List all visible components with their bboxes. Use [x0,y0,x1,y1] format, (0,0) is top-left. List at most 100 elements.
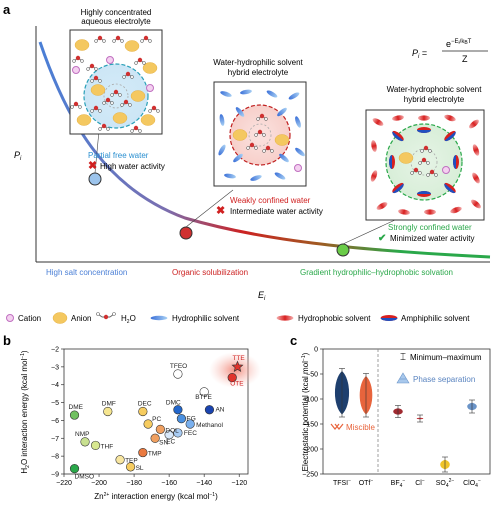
c-category-0: TFSI− [333,478,351,487]
box3-illustration [365,109,485,221]
point-DMSO [69,464,80,474]
state1-dot [88,172,102,186]
b-xtick-label: −140 [196,480,212,487]
state3-labels: Strongly confined water ✔ Minimized wate… [378,223,474,244]
c-ylabel: Electrostatic potential (kcal mol−1) [301,352,310,471]
b-xlabel: Zn2+ interaction energy (kcal mol−1) [94,492,218,501]
point-NMP [80,437,90,447]
svg-text:✖: ✖ [88,160,97,172]
legend-hydrophobic: Hydrophobic solvent [298,314,371,323]
point-DME [69,410,80,420]
point-DMF [103,406,113,417]
point-label-EG: EG [186,416,195,423]
cation-icon [6,314,14,322]
point-DMC [173,405,183,415]
c-category-2: BF4− [391,478,406,489]
plot-c-frame [322,348,491,475]
box2-title: Water-hydrophilic solvent [213,58,303,67]
point-BTFE [199,387,209,397]
point-SN [150,433,160,443]
point-DEC [138,406,148,417]
svg-text:Intermediate water activity: Intermediate water activity [230,207,323,216]
b-ytick-label: −6 [51,418,59,425]
b-xtick-label: −220 [56,480,72,487]
point-label-NMP: NMP [75,431,89,438]
c-violins [334,368,477,473]
b-ytick-label: −4 [51,382,59,389]
panel-a-label: a [3,2,11,17]
point-label-DMSO: DMSO [75,474,95,481]
c-category-1: OTf− [359,478,374,487]
c-ytick-label: −150 [302,422,318,429]
b-xtick-label: −160 [161,480,177,487]
point-label-THF: THF [101,443,114,450]
b-ticks: −220 −200 −180 −160 −140 −120 −9 −8 −7 −6 −5 −4 −3 −2 [51,347,247,488]
miscible-icon [330,423,344,430]
b-ytick-label: −7 [51,436,59,443]
box1-illustration [69,29,163,135]
b-ytick-label: −8 [51,454,59,461]
panel-a: a Pi = e−Ei/kBT Z Pi Ei Highly concentra… [3,2,491,302]
legend-h2o: H2O [121,314,136,325]
svg-text:✖: ✖ [216,205,225,217]
c-ytick-label: −200 [302,447,318,454]
legend-cation: Cation [18,314,41,323]
svg-text:Pi =: Pi = [412,48,427,60]
svg-text:✔: ✔ [378,233,386,244]
b-ytick-label: −9 [51,472,59,479]
panel-c-label: c [290,333,297,348]
box3-title: Water-hydrophobic solvent [387,85,483,94]
water-icon [96,312,116,320]
c-ticks: −250 −200 −150 −100 −50 0 [302,347,323,479]
point-label-AN: AN [215,407,224,414]
svg-text:High water activity: High water activity [100,162,165,171]
b-ylabel: H2O interaction energy (kcal mol−1) [20,350,31,474]
point-label-SN: SN [159,439,168,446]
point-label-TFEO: TFEO [170,363,187,370]
region2-label: Organic solubilization [172,268,248,277]
c-categories: TFSI− OTf− BF4− Cl− SO42− ClO4− [333,478,481,489]
svg-text:Strongly confined water: Strongly confined water [388,223,472,232]
region3-label: Gradient hydrophilic–hydrophobic solvati… [300,268,453,277]
point-label-Methanol: Methanol [196,422,223,429]
b-ytick-label: −3 [51,364,59,371]
y-axis-label: Pi [14,150,22,162]
point-label-DOL: DOL [165,427,179,434]
c-ytick-label: −250 [302,472,318,479]
point-THF [90,440,101,451]
c-ytick-label: −50 [306,372,318,379]
legend-amphiphilic: Amphiphilic solvent [401,314,470,323]
point-TMP [138,447,148,458]
state1-labels: Partial free water ✖ High water activity [88,151,165,172]
state3-dot [336,243,350,257]
point-TFEO [173,369,183,379]
phase-icon [396,372,410,384]
point-Methanol [185,419,195,429]
panel-b-label: b [3,333,11,348]
point-EC [164,430,174,440]
point-DOL [155,424,165,434]
point-label-BTFE: BTFE [195,394,212,401]
c-category-3: Cl− [415,478,425,487]
point-OTE [227,372,237,383]
point-EG [176,414,187,424]
plot-b-frame [63,348,249,475]
legend-row: Cation Anion H2O Hydrophilic solvent Hyd… [6,312,470,325]
point-label-FEC: FEC [184,430,197,437]
point-label-EC: EC [166,439,175,446]
c-ytick-label: −100 [302,397,318,404]
state2-labels: Weakly confined water ✖ Intermediate wat… [216,196,323,217]
legend-hydrophilic: Hydrophilic solvent [172,314,240,323]
anion-icon [52,312,68,324]
point-label-DEC: DEC [138,401,152,408]
point-FEC [173,428,183,438]
svg-text:Partial free water: Partial free water [88,151,149,160]
svg-text:Z: Z [462,54,468,64]
c-category-5: ClO4− [463,478,481,489]
point-label-DMC: DMC [166,400,181,407]
b-xtick-label: −120 [231,480,247,487]
amphiphilic-icon [380,315,398,321]
point-AN [204,405,215,415]
panel-c: c −250 −200 −150 −100 −50 0 ⌶ Minimum–maximum… [290,333,491,489]
panel-b: b −220 −200 −180 −160 −140 −120 −9 −8 −7 −6 −5 −4 −3… [3,333,261,501]
